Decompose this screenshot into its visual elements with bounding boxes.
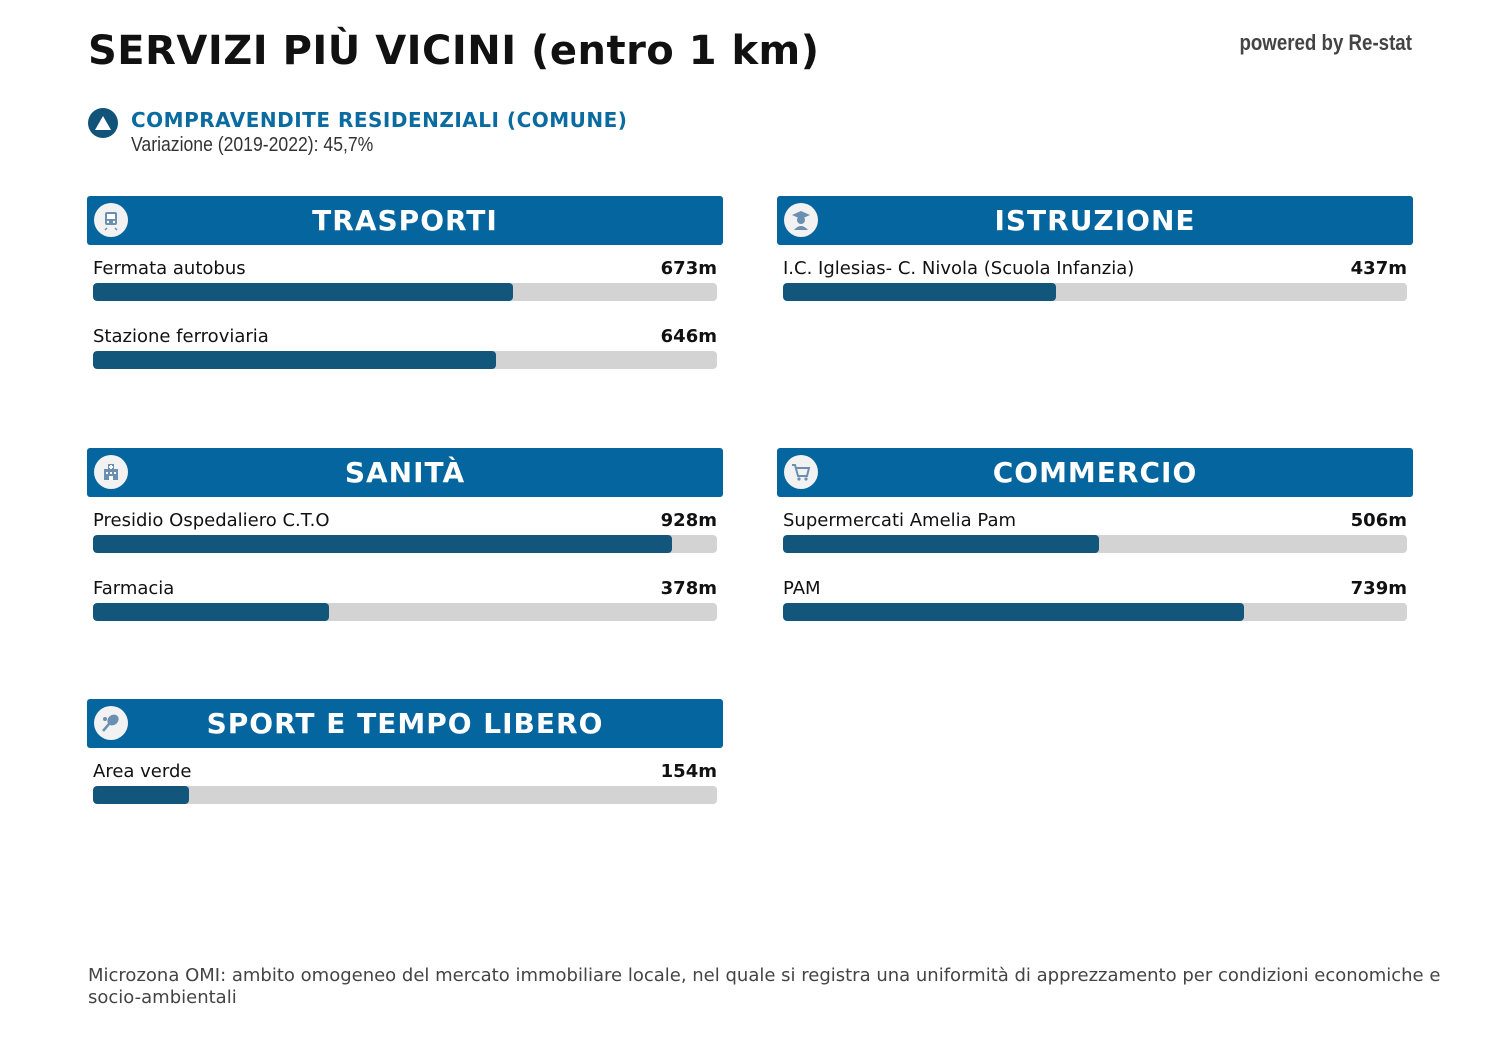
item-name: Presidio Ospedaliero C.T.O [93, 510, 330, 531]
distance-bar-fill [783, 535, 1099, 553]
distance-bar [783, 535, 1407, 553]
item-name: Farmacia [93, 578, 175, 599]
item-name: Stazione ferroviaria [93, 326, 269, 347]
item-name: PAM [783, 578, 821, 599]
hospital-icon [94, 455, 128, 489]
list-item: Farmacia 378m [93, 565, 717, 621]
card-title: SPORT E TEMPO LIBERO [206, 707, 604, 740]
trend-title: COMPRAVENDITE RESIDENZIALI (COMUNE) [131, 108, 628, 132]
card-header: SPORT E TEMPO LIBERO [87, 699, 723, 748]
item-distance: 673m [660, 258, 717, 279]
distance-bar-fill [93, 283, 513, 301]
footer-note: Microzona OMI: ambito omogeneo del merca… [88, 965, 1441, 1008]
card-trasporti: TRASPORTI Fermata autobus 673m Stazione … [87, 196, 723, 369]
trend-subtitle: Variazione (2019-2022): 45,7% [131, 134, 374, 156]
card-title: ISTRUZIONE [994, 204, 1196, 237]
tennis-racket-icon [94, 706, 128, 740]
item-name: Area verde [93, 761, 192, 782]
list-item: Fermata autobus 673m [93, 245, 717, 301]
item-distance: 506m [1350, 510, 1407, 531]
list-item: Presidio Ospedaliero C.T.O 928m [93, 497, 717, 553]
distance-bar-fill [93, 351, 497, 369]
distance-bar-fill [93, 535, 673, 553]
page-title: SERVIZI PIÙ VICINI (entro 1 km) [88, 28, 820, 74]
list-item: Stazione ferroviaria 646m [93, 313, 717, 369]
distance-bar [93, 283, 717, 301]
card-commercio: COMMERCIO Supermercati Amelia Pam 506m P… [777, 448, 1413, 621]
card-sanita: SANITÀ Presidio Ospedaliero C.T.O 928m F… [87, 448, 723, 621]
card-title: COMMERCIO [992, 456, 1198, 489]
distance-bar [93, 535, 717, 553]
list-item: I.C. Iglesias- C. Nivola (Scuola Infanzi… [783, 245, 1407, 301]
item-name: Fermata autobus [93, 258, 246, 279]
card-istruzione: ISTRUZIONE I.C. Iglesias- C. Nivola (Scu… [777, 196, 1413, 301]
item-name: I.C. Iglesias- C. Nivola (Scuola Infanzi… [783, 258, 1135, 279]
triangle-up-icon [88, 108, 118, 138]
distance-bar [93, 351, 717, 369]
card-sport: SPORT E TEMPO LIBERO Area verde 154m [87, 699, 723, 804]
powered-by: powered by Re-stat [1239, 30, 1412, 55]
list-item: PAM 739m [783, 565, 1407, 621]
distance-bar [783, 283, 1407, 301]
item-distance: 739m [1350, 578, 1407, 599]
item-distance: 928m [660, 510, 717, 531]
distance-bar [93, 786, 717, 804]
list-item: Supermercati Amelia Pam 506m [783, 497, 1407, 553]
list-item: Area verde 154m [93, 748, 717, 804]
distance-bar-fill [93, 786, 190, 804]
distance-bar-fill [93, 603, 329, 621]
card-header: TRASPORTI [87, 196, 723, 245]
card-header: COMMERCIO [777, 448, 1413, 497]
distance-bar-fill [783, 603, 1245, 621]
item-name: Supermercati Amelia Pam [783, 510, 1017, 531]
item-distance: 154m [660, 761, 717, 782]
distance-bar [93, 603, 717, 621]
distance-bar [783, 603, 1407, 621]
card-header: SANITÀ [87, 448, 723, 497]
item-distance: 646m [660, 326, 717, 347]
card-title: TRASPORTI [312, 204, 498, 237]
item-distance: 378m [660, 578, 717, 599]
train-icon [94, 203, 128, 237]
student-icon [784, 203, 818, 237]
trend-block: COMPRAVENDITE RESIDENZIALI (COMUNE) Vari… [88, 108, 627, 157]
card-title: SANITÀ [344, 456, 466, 489]
item-distance: 437m [1350, 258, 1407, 279]
shopping-cart-icon [784, 455, 818, 489]
card-header: ISTRUZIONE [777, 196, 1413, 245]
distance-bar-fill [783, 283, 1056, 301]
